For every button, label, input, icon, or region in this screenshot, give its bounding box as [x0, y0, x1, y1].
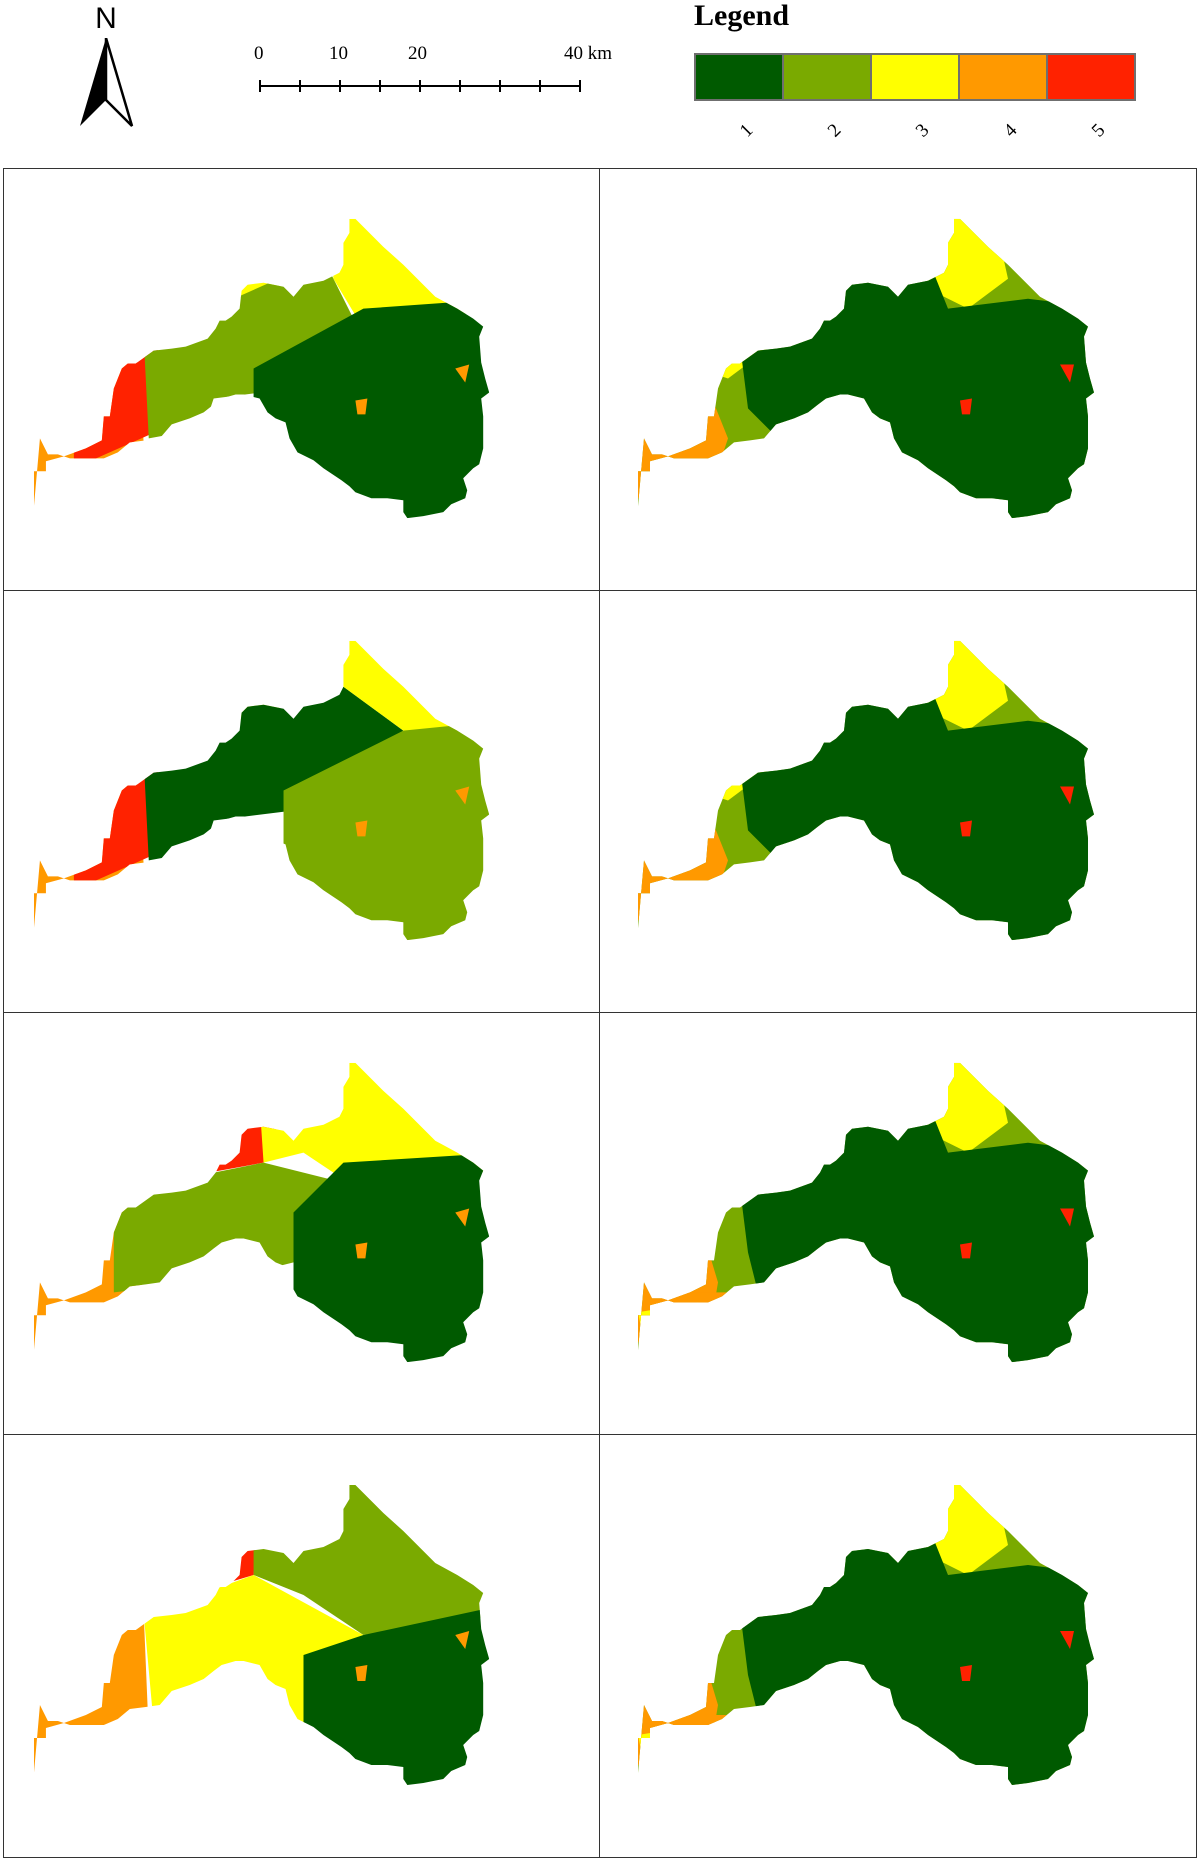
legend-label-3: 3: [911, 119, 934, 142]
map-panel-row4-left: [4, 1435, 600, 1857]
scale-bar: 0 10 20 40 km: [250, 40, 650, 100]
legend-swatch-5: [1048, 55, 1134, 99]
study-area-map: [638, 1062, 1094, 1363]
map-panel-row2-right: [600, 591, 1196, 1013]
map-header: N 0 10 20 40 km Legend: [0, 0, 1200, 165]
study-area-map: [33, 1485, 490, 1785]
study-area-map: [33, 1062, 490, 1363]
legend-swatch-1: [696, 55, 784, 99]
legend-label-4: 4: [999, 119, 1022, 142]
study-area-map: [638, 640, 1094, 941]
scale-label-40: 40 km: [564, 43, 613, 64]
map-panel-grid: [3, 168, 1197, 1858]
study-area-map: [33, 640, 490, 941]
scale-label-20: 20: [408, 43, 427, 64]
legend-swatch-3: [872, 55, 960, 99]
scale-bar-line: [259, 80, 581, 92]
map-panel-row3-left: [4, 1013, 600, 1435]
legend-label-5: 5: [1087, 119, 1110, 142]
north-arrow-icon: [80, 38, 134, 127]
map-panel-row4-right: [600, 1435, 1196, 1857]
study-area-map: [638, 1485, 1094, 1785]
study-area-map: [638, 218, 1094, 519]
study-area-map: [33, 218, 490, 519]
map-panel-row1-left: [4, 169, 600, 591]
north-letter: N: [95, 2, 117, 35]
legend-swatches: [694, 53, 1136, 101]
legend-label-1: 1: [735, 119, 758, 142]
legend-swatch-2: [784, 55, 872, 99]
map-panel-row3-right: [600, 1013, 1196, 1435]
legend-label-2: 2: [823, 119, 846, 142]
map-panel-row1-right: [600, 169, 1196, 591]
north-arrow: N: [78, 4, 134, 130]
scale-label-0: 0: [254, 43, 264, 64]
legend-title: Legend: [694, 0, 790, 32]
legend-swatch-4: [960, 55, 1048, 99]
scale-label-10: 10: [329, 43, 348, 64]
map-panel-row2-left: [4, 591, 600, 1013]
legend: Legend 1 2 3 4 5: [690, 0, 1190, 150]
